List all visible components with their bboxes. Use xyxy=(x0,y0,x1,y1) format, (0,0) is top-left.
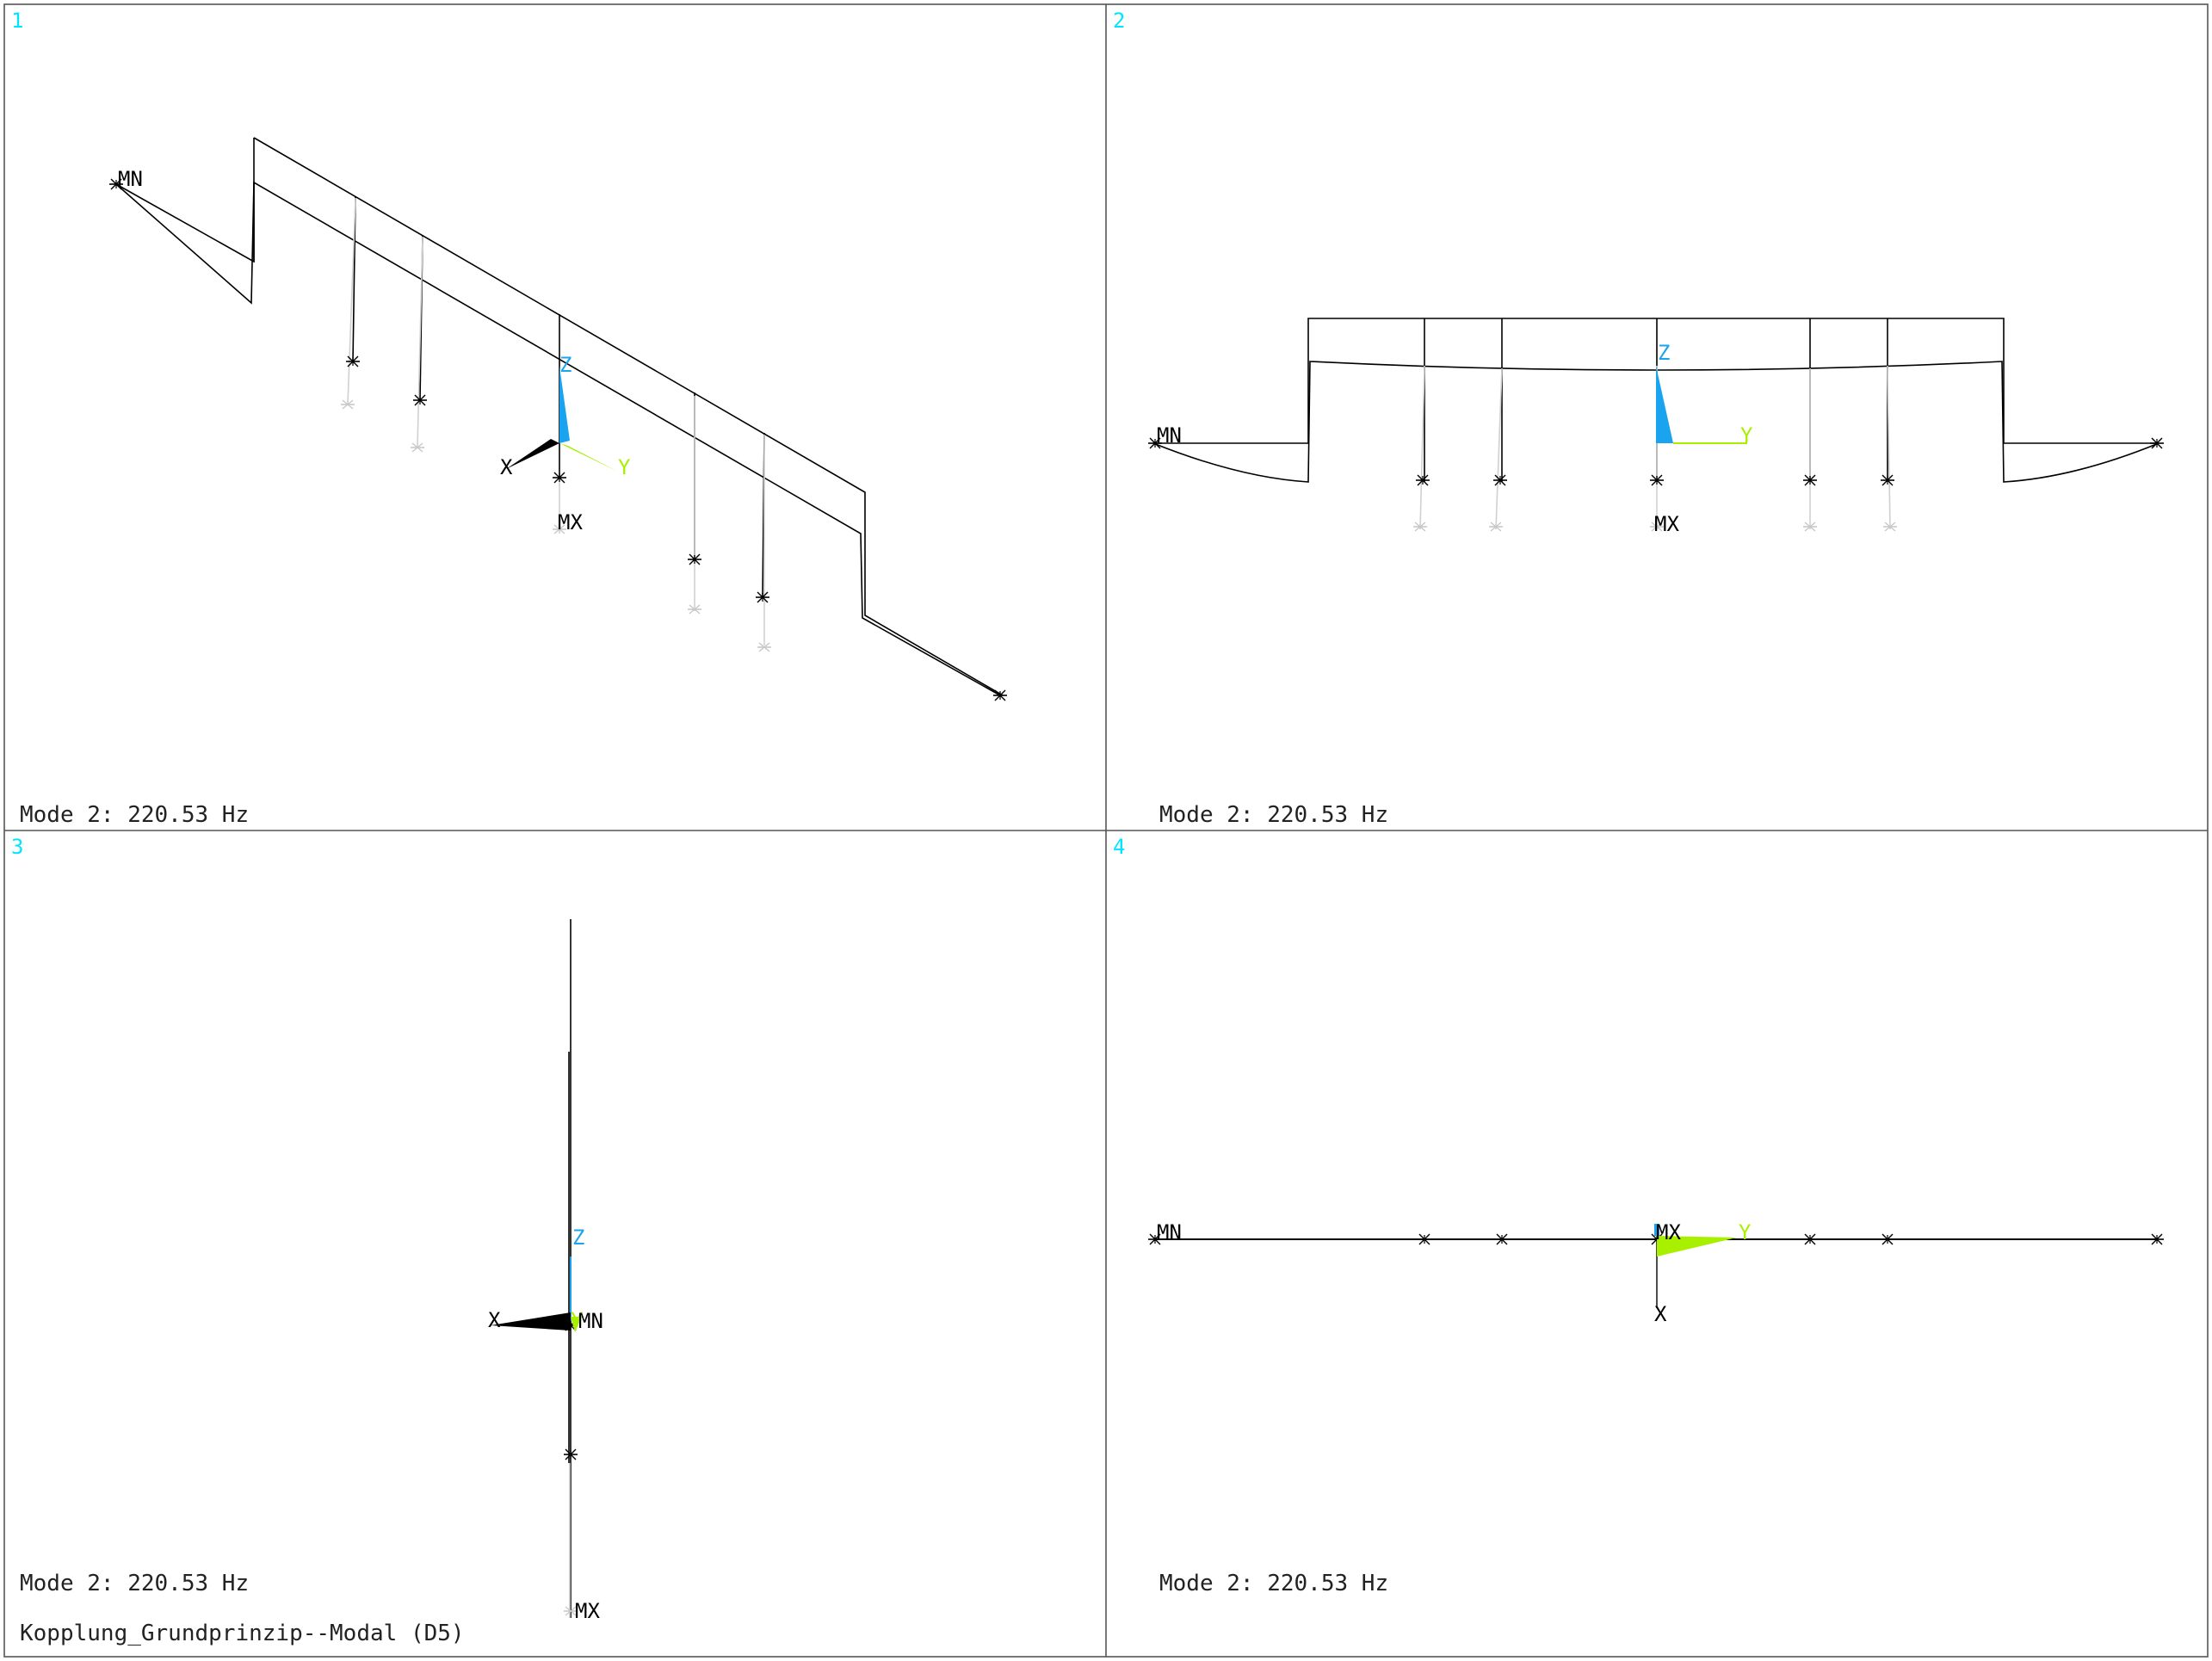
coordinate-triad: Z X Y xyxy=(500,353,631,479)
viewport-borders xyxy=(3,3,2209,1658)
coordinate-triad: Z Y xyxy=(1656,341,1753,448)
min-marker-label: MN xyxy=(1157,1220,1182,1244)
supports xyxy=(108,178,1008,701)
viewport-number: 1 xyxy=(11,9,23,33)
viewport-1[interactable]: 1 xyxy=(11,9,1008,828)
viewport-number: 2 xyxy=(1113,9,1125,33)
max-marker-label: MX xyxy=(1656,1220,1681,1244)
max-marker-label: MX xyxy=(575,1599,600,1623)
model-title: Kopplung_Grundprinzip--Modal (D5) xyxy=(20,1621,465,1646)
y-axis-label: Y xyxy=(1739,1220,1752,1244)
max-marker-label: MX xyxy=(1654,512,1679,536)
y-axis-label: Y xyxy=(571,1308,584,1332)
x-axis-label: X xyxy=(488,1308,501,1332)
viewport-number: 3 xyxy=(11,835,23,859)
viewport-number: 4 xyxy=(1113,835,1125,859)
z-axis-label: Z xyxy=(559,353,572,377)
viewport-3[interactable]: 3 Z X Y MN MX Mode 2: 220.53 Hz Kopplung… xyxy=(11,835,603,1646)
min-marker-label: MN xyxy=(1157,423,1182,448)
x-axis-label: X xyxy=(500,455,513,479)
min-marker-label: MN xyxy=(118,167,143,191)
mode-label: Mode 2: 220.53 Hz xyxy=(1159,802,1388,828)
viewport-2[interactable]: 2 xyxy=(1113,9,2165,828)
coordinate-triad: Y X xyxy=(1654,1220,1752,1326)
mode-label: Mode 2: 220.53 Hz xyxy=(1159,1571,1388,1596)
viewport-4[interactable]: 4 Y X MN MX Mode 2: 220.53 Hz xyxy=(1113,835,2165,1596)
y-axis-label: Y xyxy=(1740,423,1753,448)
z-axis-label: Z xyxy=(1658,341,1670,365)
mesh-isometric xyxy=(115,137,1004,696)
z-axis-label: Z xyxy=(572,1226,584,1250)
x-axis-label: X xyxy=(1654,1302,1667,1326)
max-marker-label: MX xyxy=(558,510,583,534)
coordinate-triad: Z X Y xyxy=(488,1226,584,1332)
min-marker-label: MN xyxy=(578,1309,603,1333)
mode-label: Mode 2: 220.53 Hz xyxy=(20,1571,249,1596)
mesh-top-view xyxy=(1155,1238,2157,1308)
y-axis-label: Y xyxy=(618,455,631,479)
mode-label: Mode 2: 220.53 Hz xyxy=(20,802,249,828)
